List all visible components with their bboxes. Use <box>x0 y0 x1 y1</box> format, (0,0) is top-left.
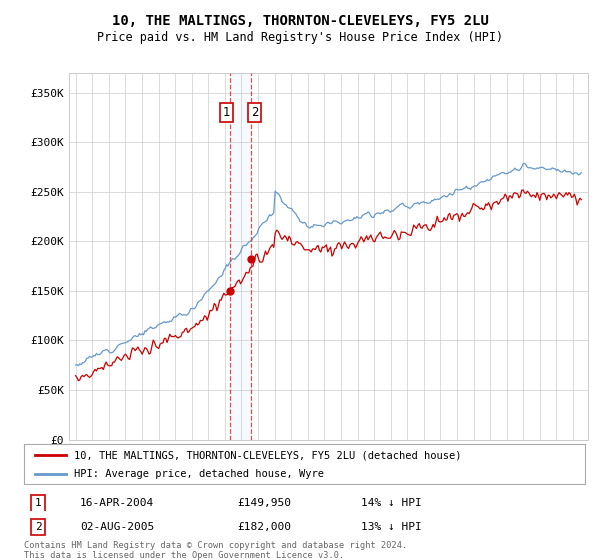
Text: 14% ↓ HPI: 14% ↓ HPI <box>361 498 421 508</box>
Text: £149,950: £149,950 <box>237 498 291 508</box>
Text: HPI: Average price, detached house, Wyre: HPI: Average price, detached house, Wyre <box>74 469 325 479</box>
Text: 10, THE MALTINGS, THORNTON-CLEVELEYS, FY5 2LU (detached house): 10, THE MALTINGS, THORNTON-CLEVELEYS, FY… <box>74 450 462 460</box>
Text: £182,000: £182,000 <box>237 522 291 532</box>
Text: Contains HM Land Registry data © Crown copyright and database right 2024.
This d: Contains HM Land Registry data © Crown c… <box>24 540 407 560</box>
Text: 1: 1 <box>223 106 230 119</box>
Bar <box>230 73 251 440</box>
Text: 16-APR-2004: 16-APR-2004 <box>80 498 154 508</box>
Text: 1: 1 <box>35 498 41 508</box>
Text: 2: 2 <box>251 106 258 119</box>
Text: 2: 2 <box>35 522 41 532</box>
Text: Price paid vs. HM Land Registry's House Price Index (HPI): Price paid vs. HM Land Registry's House … <box>97 31 503 44</box>
Text: 13% ↓ HPI: 13% ↓ HPI <box>361 522 421 532</box>
Text: 10, THE MALTINGS, THORNTON-CLEVELEYS, FY5 2LU: 10, THE MALTINGS, THORNTON-CLEVELEYS, FY… <box>112 14 488 28</box>
Text: 02-AUG-2005: 02-AUG-2005 <box>80 522 154 532</box>
